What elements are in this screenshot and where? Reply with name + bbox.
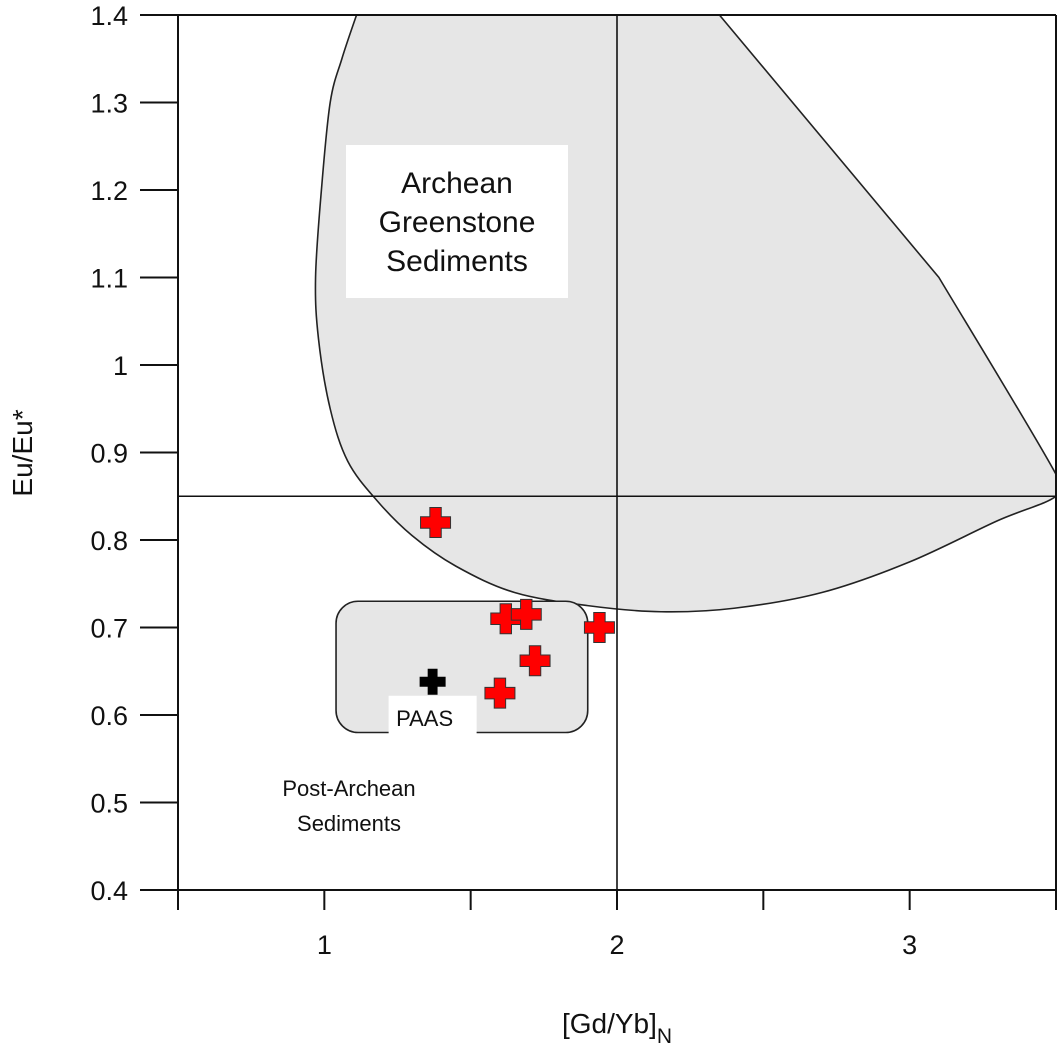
sample-point-shape: [420, 507, 452, 538]
sample-point: [510, 598, 542, 630]
y-tick-label: 0.8: [90, 526, 128, 556]
x-axis-title: [Gd/Yb]N: [562, 1008, 672, 1045]
x-tick-label: 2: [609, 930, 624, 960]
y-tick-label: 1.3: [90, 89, 128, 119]
y-axis-title: Eu/Eu*: [7, 409, 38, 496]
paas-point: [419, 668, 446, 695]
y-tick-label: 0.9: [90, 439, 128, 469]
field-labels: Archean Greenstone Sediments Post-Archean Se…: [282, 145, 568, 836]
post-archean-label-line: Sediments: [297, 811, 401, 836]
data-points: [419, 507, 615, 709]
archean-label-line: Greenstone: [379, 206, 536, 239]
sample-point-shape: [519, 645, 551, 677]
archean-label-line: Archean: [401, 167, 513, 200]
y-tick-label: 0.4: [90, 876, 128, 906]
y-tick-label: 0.5: [90, 789, 128, 819]
sample-point: [519, 645, 551, 677]
paas-label-bg: [388, 695, 477, 736]
sample-point: [484, 677, 516, 709]
field-regions: [314, 15, 1056, 734]
y-tick-label: 0.6: [90, 701, 128, 731]
archean-label-line: Sediments: [386, 245, 528, 278]
y-tick-label: 0.7: [90, 614, 128, 644]
y-tick-label: 1.2: [90, 176, 128, 206]
archean-label-bg: [346, 145, 568, 298]
y-tick-label: 1.4: [90, 1, 128, 31]
sample-point-shape: [583, 612, 615, 643]
y-tick-label: 1: [113, 351, 128, 381]
post-archean-label-line: Post-Archean: [282, 776, 415, 801]
x-tick-label: 1: [317, 930, 332, 960]
paas-point-shape: [419, 668, 446, 695]
axis-ticks: 0.4 0.5 0.6 0.7 0.8 0.9 1 1.1 1.2 1.3 1.4 1 2 3: [90, 1, 1057, 960]
sample-point-shape: [510, 598, 542, 630]
x-tick-label: 3: [902, 930, 917, 960]
sample-point: [583, 612, 615, 643]
sample-point: [420, 507, 452, 538]
paas-label: PAAS: [396, 706, 453, 731]
sample-point-shape: [484, 677, 516, 709]
y-tick-label: 1.1: [90, 264, 128, 294]
